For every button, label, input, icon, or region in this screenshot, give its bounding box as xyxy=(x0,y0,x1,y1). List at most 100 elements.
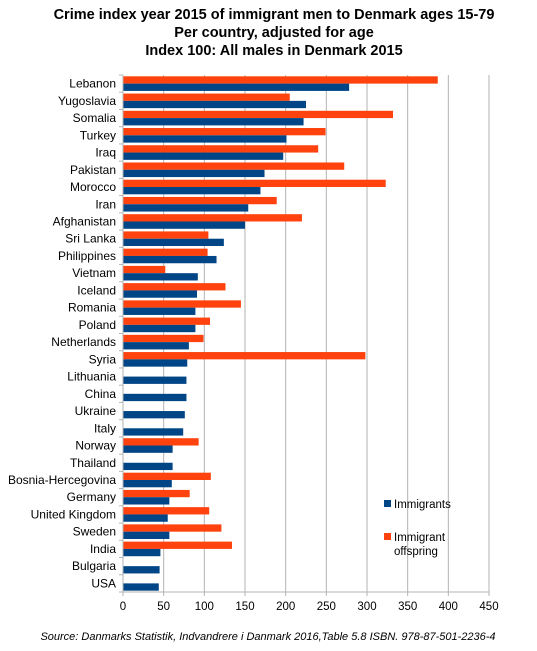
legend-label-immigrants: Immigrants xyxy=(394,499,451,511)
bars xyxy=(123,76,438,591)
category-label-syria: Syria xyxy=(89,352,117,366)
bar-immigrants-italy xyxy=(123,428,184,436)
bar-immigrants-philippines xyxy=(123,255,217,264)
legend-label-immigrant-offspring: Immigrant offspring xyxy=(394,532,448,558)
bar-immigrant-offspring-pakistan xyxy=(123,162,345,170)
gridlines xyxy=(163,75,490,592)
x-tick-label-0: 0 xyxy=(120,601,126,613)
bar-immigrants-iraq xyxy=(123,152,284,160)
category-label-yugoslavia: Yugoslavia xyxy=(58,94,116,108)
category-label-afghanistan: Afghanistan xyxy=(53,214,116,228)
bar-immigrants-bulgaria xyxy=(123,566,160,574)
category-label-netherlands: Netherlands xyxy=(51,335,116,349)
bar-immigrants-china xyxy=(123,393,187,402)
bar-immigrant-offspring-iraq xyxy=(123,145,319,153)
bar-immigrants-sri-lanka xyxy=(123,238,224,247)
legend-swatch-immigrants xyxy=(384,500,391,507)
category-label-morocco: Morocco xyxy=(70,180,116,194)
bar-immigrants-poland xyxy=(123,324,196,333)
x-tick-label-300: 300 xyxy=(357,601,376,613)
legend-label-immigrant-offspring-line-2: offspring xyxy=(394,546,438,558)
bar-immigrant-offspring-sweden xyxy=(123,524,222,532)
category-label-sweden: Sweden xyxy=(73,525,116,539)
bar-immigrants-afghanistan xyxy=(123,221,245,229)
bar-immigrants-usa xyxy=(123,583,159,591)
chart-title-line-2: Per country, adjusted for age xyxy=(174,25,374,41)
category-label-usa: USA xyxy=(91,576,116,590)
category-label-bulgaria: Bulgaria xyxy=(72,559,116,573)
bar-immigrant-offspring-turkey xyxy=(123,128,326,136)
bar-immigrant-offspring-somalia xyxy=(123,110,394,119)
bar-immigrants-lebanon xyxy=(123,83,350,91)
category-label-philippines: Philippines xyxy=(58,249,116,263)
bar-immigrant-offspring-romania xyxy=(123,300,241,308)
bar-immigrants-turkey xyxy=(123,135,287,143)
category-label-turkey: Turkey xyxy=(80,128,116,142)
category-labels: Lebanon Yugoslavia Somalia Turkey Iraq Pakist… xyxy=(8,77,116,591)
bar-immigrants-syria xyxy=(123,359,188,367)
bar-immigrants-norway xyxy=(123,445,173,453)
source-note: Source: Danmarks Statistik, Indvandrere … xyxy=(40,631,495,643)
bar-immigrants-germany xyxy=(123,497,170,505)
bar-immigrants-lithuania xyxy=(123,376,187,384)
category-label-norway: Norway xyxy=(75,439,116,453)
x-tick-label-400: 400 xyxy=(439,601,458,613)
category-label-iraq: Iraq xyxy=(95,146,116,160)
bar-immigrant-offspring-morocco xyxy=(123,179,386,188)
bar-immigrant-offspring-syria xyxy=(123,352,366,360)
bar-immigrant-offspring-norway xyxy=(123,438,199,446)
bar-immigrants-united-kingdom xyxy=(123,514,168,522)
bar-immigrants-yugoslavia xyxy=(123,100,306,109)
bar-immigrant-offspring-india xyxy=(123,541,232,549)
category-label-germany: Germany xyxy=(67,490,116,504)
category-label-poland: Poland xyxy=(79,318,116,332)
axes xyxy=(119,74,490,596)
category-label-ukraine: Ukraine xyxy=(75,404,117,418)
category-label-somalia: Somalia xyxy=(73,111,117,125)
category-label-sri-lanka: Sri Lanka xyxy=(65,232,116,246)
bar-immigrant-offspring-united-kingdom xyxy=(123,507,210,515)
x-tick-label-450: 450 xyxy=(479,601,498,613)
bar-immigrants-india xyxy=(123,548,161,557)
bar-immigrant-offspring-bosnia-hercegovina xyxy=(123,472,211,480)
bar-immigrant-offspring-lebanon xyxy=(123,76,438,84)
bar-immigrants-bosnia-hercegovina xyxy=(123,479,172,488)
bar-immigrants-thailand xyxy=(123,462,173,471)
bar-immigrant-offspring-sri-lanka xyxy=(123,231,209,239)
category-label-united-kingdom: United Kingdom xyxy=(31,507,116,521)
category-label-iran: Iran xyxy=(95,197,116,211)
bar-immigrants-sweden xyxy=(123,531,170,539)
bar-immigrant-offspring-iran xyxy=(123,196,277,205)
bar-immigrant-offspring-germany xyxy=(123,489,190,498)
x-tick-label-50: 50 xyxy=(157,601,170,613)
bar-immigrant-offspring-yugoslavia xyxy=(123,93,290,101)
x-tick-label-150: 150 xyxy=(235,601,254,613)
category-label-pakistan: Pakistan xyxy=(70,163,116,177)
legend-swatch-immigrant-offspring xyxy=(384,533,391,540)
category-label-vietnam: Vietnam xyxy=(72,266,116,280)
bar-immigrants-vietnam xyxy=(123,273,198,281)
bar-immigrant-offspring-afghanistan xyxy=(123,214,302,222)
bar-immigrant-offspring-netherlands xyxy=(123,334,204,343)
category-label-lebanon: Lebanon xyxy=(69,77,116,91)
chart-title-line-3: Index 100: All males in Denmark 2015 xyxy=(145,43,402,59)
bar-immigrant-offspring-iceland xyxy=(123,283,226,291)
category-label-india: India xyxy=(90,542,116,556)
legend: Immigrants Immigrant offspring xyxy=(384,499,451,558)
bar-immigrants-iran xyxy=(123,204,249,212)
x-tick-labels: 0 50 100 150 200 250 300 350 400 450 xyxy=(120,601,499,613)
bar-immigrant-offspring-vietnam xyxy=(123,265,166,274)
category-label-romania: Romania xyxy=(68,301,116,315)
bar-immigrants-pakistan xyxy=(123,169,265,178)
x-tick-label-100: 100 xyxy=(195,601,214,613)
bar-immigrants-netherlands xyxy=(123,342,189,350)
category-label-thailand: Thailand xyxy=(70,456,116,470)
category-label-bosnia-hercegovina: Bosnia-Hercegovina xyxy=(8,473,116,487)
legend-label-immigrant-offspring-line-1: Immigrant xyxy=(394,532,446,544)
category-label-italy: Italy xyxy=(94,421,116,435)
x-tick-label-250: 250 xyxy=(317,601,336,613)
chart-title-line-1: Crime index year 2015 of immigrant men t… xyxy=(54,7,495,23)
bar-immigrant-offspring-philippines xyxy=(123,248,208,256)
category-label-iceland: Iceland xyxy=(77,283,116,297)
